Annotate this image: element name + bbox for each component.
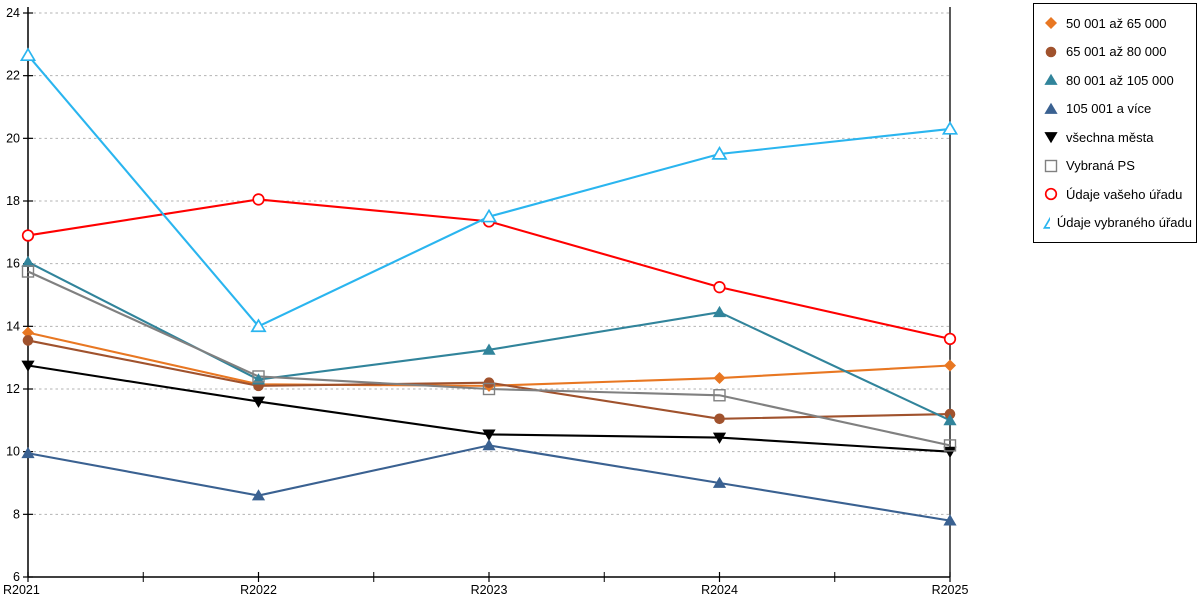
y-axis-tick-label: 10 [6, 445, 20, 459]
triangle-up-marker [1043, 216, 1050, 229]
circle-marker [1044, 188, 1058, 201]
legend-item-label: Vybraná PS [1066, 158, 1135, 174]
square-marker [1044, 159, 1058, 172]
legend-item-label: všechna města [1066, 129, 1154, 145]
legend-item-label: 105 001 a více [1066, 101, 1152, 117]
legend-item: všechna města [1043, 123, 1192, 152]
triangle-down-marker [943, 446, 957, 458]
y-axis-tick-label: 18 [6, 194, 20, 208]
series-line [27, 261, 951, 422]
triangle-up-legend-icon [1043, 216, 1050, 229]
triangle-down-marker [21, 360, 35, 372]
triangle-down-marker [482, 429, 496, 441]
square-legend-icon [1044, 159, 1058, 172]
circle-marker [1045, 46, 1057, 58]
circle-legend-icon [1044, 188, 1058, 201]
triangle-up-marker [19, 47, 37, 62]
diamond-marker [944, 359, 956, 372]
legend-item: 105 001 a více [1043, 95, 1192, 124]
y-axis-tick-label: 14 [6, 319, 20, 333]
triangle-up-marker [21, 255, 35, 267]
square-marker [21, 265, 35, 278]
triangle-up-marker [250, 318, 267, 333]
y-axis-tick-label: 20 [6, 131, 20, 145]
triangle-up-marker [251, 489, 266, 501]
triangle-up-marker [1044, 73, 1058, 86]
x-axis-tick-label: R2021 [3, 583, 40, 597]
legend-item-label: 80 001 až 105 000 [1066, 72, 1174, 88]
triangle-up-legend-icon [1044, 102, 1058, 114]
series-line [27, 54, 951, 328]
circle-marker [252, 193, 265, 206]
triangle-up-marker [480, 208, 498, 223]
circle-marker [714, 413, 725, 425]
series-line [27, 444, 951, 522]
circle-marker [22, 335, 34, 346]
diamond-marker [22, 326, 34, 339]
legend-item-label: 50 001 až 65 000 [1066, 15, 1167, 31]
circle-marker [713, 281, 726, 294]
triangle-up-marker [482, 439, 496, 451]
y-axis-tick-label: 12 [6, 382, 20, 396]
triangle-up-marker [712, 305, 727, 318]
legend-item: Údaje vašeho úřadu [1043, 180, 1192, 209]
square-marker [713, 389, 726, 402]
y-axis-tick-label: 22 [6, 69, 20, 83]
diamond-marker [713, 372, 726, 385]
y-axis-tick-label: 6 [13, 570, 20, 584]
triangle-down-marker [251, 396, 266, 408]
y-axis-tick-label: 8 [13, 507, 20, 521]
triangle-up-marker [943, 414, 957, 426]
circle-marker [943, 332, 957, 346]
diamond-marker [1045, 17, 1057, 30]
triangle-down-legend-icon [1044, 132, 1058, 144]
square-marker [252, 370, 265, 383]
legend-item: 50 001 až 65 000 [1043, 9, 1192, 38]
y-axis-tick-label: 16 [6, 257, 20, 271]
diamond-legend-icon [1045, 17, 1057, 30]
legend-item-label: Údaje vašeho úřadu [1066, 186, 1183, 202]
x-axis-tick-label: R2023 [471, 583, 508, 597]
triangle-down-marker [712, 432, 727, 444]
x-axis-tick-label: R2024 [701, 583, 738, 597]
legend: 50 001 až 65 000 65 001 až 80 000 80 001 a… [1033, 3, 1197, 243]
square-marker [482, 382, 496, 396]
y-axis-tick-label: 24 [6, 6, 20, 20]
triangle-up-marker [943, 514, 957, 526]
triangle-down-marker [1044, 132, 1058, 144]
x-axis-tick-label: R2022 [240, 583, 277, 597]
x-axis-tick-label: R2025 [932, 583, 969, 597]
triangle-up-legend-icon [1044, 73, 1058, 86]
triangle-up-marker [941, 120, 959, 135]
circle-marker [21, 229, 35, 242]
square-marker [943, 439, 957, 452]
legend-item: Údaje vybraného úřadu [1043, 209, 1192, 238]
legend-item: 80 001 až 105 000 [1043, 66, 1192, 95]
series-line [27, 270, 951, 447]
triangle-up-marker [712, 476, 727, 488]
triangle-up-marker [21, 446, 35, 459]
legend-item: Vybraná PS [1043, 152, 1192, 181]
circle-legend-icon [1045, 46, 1057, 58]
legend-item-label: 65 001 až 80 000 [1066, 44, 1167, 60]
legend-item-label: Údaje vybraného úřadu [1056, 215, 1192, 231]
legend-item: 65 001 až 80 000 [1043, 38, 1192, 67]
triangle-up-marker [1044, 102, 1058, 114]
circle-marker [483, 377, 495, 389]
triangle-up-marker [482, 343, 496, 355]
triangle-up-marker [711, 146, 728, 160]
